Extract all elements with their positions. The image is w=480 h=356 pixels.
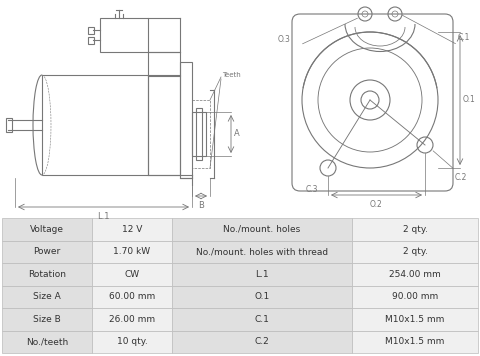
Text: C.1: C.1 xyxy=(254,315,269,324)
Bar xyxy=(6,118,12,132)
Bar xyxy=(2,263,92,286)
Bar xyxy=(192,100,210,168)
Text: Teeth: Teeth xyxy=(222,72,241,78)
Text: 90.00 mm: 90.00 mm xyxy=(392,292,438,301)
Text: M10x1.5 mm: M10x1.5 mm xyxy=(385,315,444,324)
Text: C.2: C.2 xyxy=(455,173,468,182)
Bar xyxy=(92,241,172,263)
Bar xyxy=(180,62,192,178)
Text: 60.00 mm: 60.00 mm xyxy=(109,292,155,301)
Text: C.1: C.1 xyxy=(458,33,470,42)
Bar xyxy=(100,18,148,52)
Text: O.1: O.1 xyxy=(463,95,476,105)
Bar xyxy=(192,112,206,156)
Text: A: A xyxy=(234,130,240,138)
Bar xyxy=(172,286,352,308)
Bar xyxy=(2,218,92,241)
Bar xyxy=(352,286,478,308)
Text: C.3: C.3 xyxy=(305,185,318,194)
Bar xyxy=(92,263,172,286)
Text: No./mount. holes with thread: No./mount. holes with thread xyxy=(196,247,328,256)
Text: 1.70 kW: 1.70 kW xyxy=(113,247,151,256)
Text: CW: CW xyxy=(124,270,140,279)
Bar xyxy=(88,27,94,34)
Text: No./teeth: No./teeth xyxy=(26,337,68,346)
Bar xyxy=(172,241,352,263)
Text: 2 qty.: 2 qty. xyxy=(403,247,427,256)
Text: O.1: O.1 xyxy=(254,292,270,301)
Text: B: B xyxy=(198,201,204,210)
Text: 2 qty.: 2 qty. xyxy=(403,225,427,234)
Bar xyxy=(352,263,478,286)
Text: Power: Power xyxy=(34,247,60,256)
Bar xyxy=(352,218,478,241)
Text: Size B: Size B xyxy=(33,315,61,324)
Text: 12 V: 12 V xyxy=(122,225,142,234)
Bar xyxy=(92,330,172,353)
Text: 10 qty.: 10 qty. xyxy=(117,337,147,346)
Text: L.1: L.1 xyxy=(97,212,109,221)
Bar xyxy=(196,108,202,160)
Bar xyxy=(92,286,172,308)
Bar xyxy=(88,37,94,44)
Bar xyxy=(2,330,92,353)
Text: M10x1.5 mm: M10x1.5 mm xyxy=(385,337,444,346)
Bar xyxy=(352,241,478,263)
Bar xyxy=(42,75,148,175)
Bar xyxy=(352,308,478,330)
Text: Size A: Size A xyxy=(33,292,61,301)
Bar xyxy=(2,241,92,263)
Text: O.2: O.2 xyxy=(370,200,383,209)
Bar xyxy=(172,330,352,353)
Bar xyxy=(92,218,172,241)
Text: L.1: L.1 xyxy=(255,270,269,279)
Text: Voltage: Voltage xyxy=(30,225,64,234)
Text: C.2: C.2 xyxy=(254,337,269,346)
Bar xyxy=(2,286,92,308)
Text: 26.00 mm: 26.00 mm xyxy=(109,315,155,324)
Bar xyxy=(352,330,478,353)
Text: No./mount. holes: No./mount. holes xyxy=(223,225,300,234)
Text: Rotation: Rotation xyxy=(28,270,66,279)
Bar xyxy=(92,308,172,330)
Bar xyxy=(172,263,352,286)
Bar xyxy=(172,308,352,330)
Bar xyxy=(148,52,180,76)
Bar xyxy=(172,218,352,241)
Text: 254.00 mm: 254.00 mm xyxy=(389,270,441,279)
Text: O.3: O.3 xyxy=(277,36,290,44)
Bar xyxy=(148,75,180,175)
Bar xyxy=(2,308,92,330)
